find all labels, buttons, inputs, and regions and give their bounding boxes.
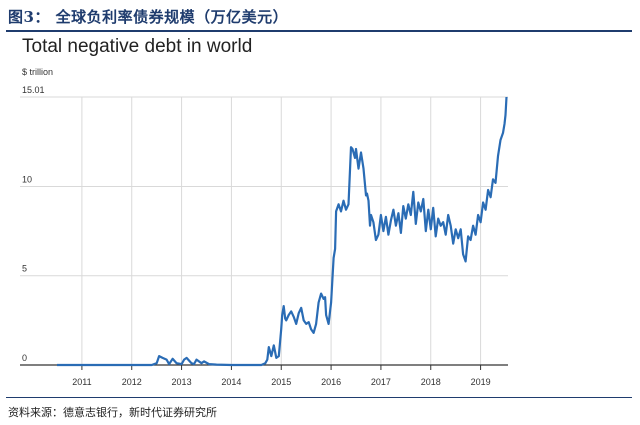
x-tick-label: 2017 — [371, 377, 391, 387]
x-tick-label: 2015 — [271, 377, 291, 387]
chart-title: Total negative debt in world — [22, 36, 253, 57]
x-tick-label: 2014 — [221, 377, 241, 387]
y-tick-label: 5 — [22, 264, 27, 274]
x-tick-label: 2016 — [321, 377, 341, 387]
x-tick-labels: 2011 2012 2013 2014 2015 2016 2017 2018 2019 — [72, 377, 490, 387]
x-tick-label: 2018 — [421, 377, 441, 387]
caption-rule — [6, 30, 632, 32]
y-tick-label: 0 — [22, 353, 27, 363]
x-tick-label: 2019 — [471, 377, 491, 387]
x-tick-label: 2013 — [172, 377, 192, 387]
y-tick-label: 15.01 — [22, 85, 45, 95]
y-tick-labels: 0 5 10 15.01 — [22, 85, 45, 363]
source-rule — [6, 397, 632, 398]
source-note: 资料来源：德意志银行，新时代证券研究所 — [8, 406, 217, 419]
x-tick-label: 2012 — [122, 377, 142, 387]
figure-caption: 图3： 全球负利率债券规模（万亿美元） — [8, 8, 289, 26]
y-axis-unit-label: $ trillion — [22, 67, 54, 77]
x-tick-label: 2011 — [72, 377, 91, 387]
series-line-negative-debt — [57, 96, 508, 367]
y-tick-label: 10 — [22, 174, 32, 184]
